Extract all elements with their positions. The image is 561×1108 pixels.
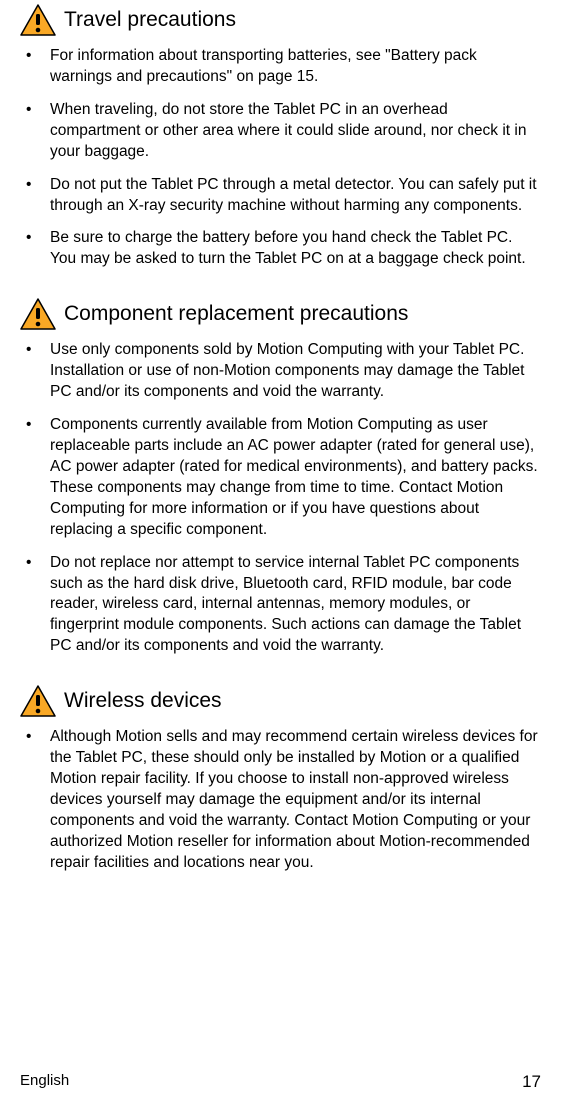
list-item: Use only components sold by Motion Compu… xyxy=(20,340,541,403)
list-item: Be sure to charge the battery before you… xyxy=(20,228,541,270)
list-item: Components currently available from Moti… xyxy=(20,415,541,541)
wireless-list: Although Motion sells and may recommend … xyxy=(20,727,541,873)
page-footer: English 17 xyxy=(20,1072,541,1092)
list-item: When traveling, do not store the Tablet … xyxy=(20,100,541,163)
travel-heading-text: Travel precautions xyxy=(64,8,236,32)
footer-page-number: 17 xyxy=(522,1072,541,1092)
travel-heading: Travel precautions xyxy=(20,4,541,36)
list-item: Although Motion sells and may recommend … xyxy=(20,727,541,873)
list-item: Do not put the Tablet PC through a metal… xyxy=(20,175,541,217)
wireless-heading: Wireless devices xyxy=(20,685,541,717)
warning-icon xyxy=(20,4,56,36)
list-item: Do not replace nor attempt to service in… xyxy=(20,553,541,658)
list-item: For information about transporting batte… xyxy=(20,46,541,88)
component-heading: Component replacement precautions xyxy=(20,298,541,330)
travel-list: For information about transporting batte… xyxy=(20,46,541,270)
component-list: Use only components sold by Motion Compu… xyxy=(20,340,541,657)
wireless-heading-text: Wireless devices xyxy=(64,689,222,713)
component-heading-text: Component replacement precautions xyxy=(64,302,408,326)
footer-language: English xyxy=(20,1072,69,1092)
warning-icon xyxy=(20,685,56,717)
warning-icon xyxy=(20,298,56,330)
